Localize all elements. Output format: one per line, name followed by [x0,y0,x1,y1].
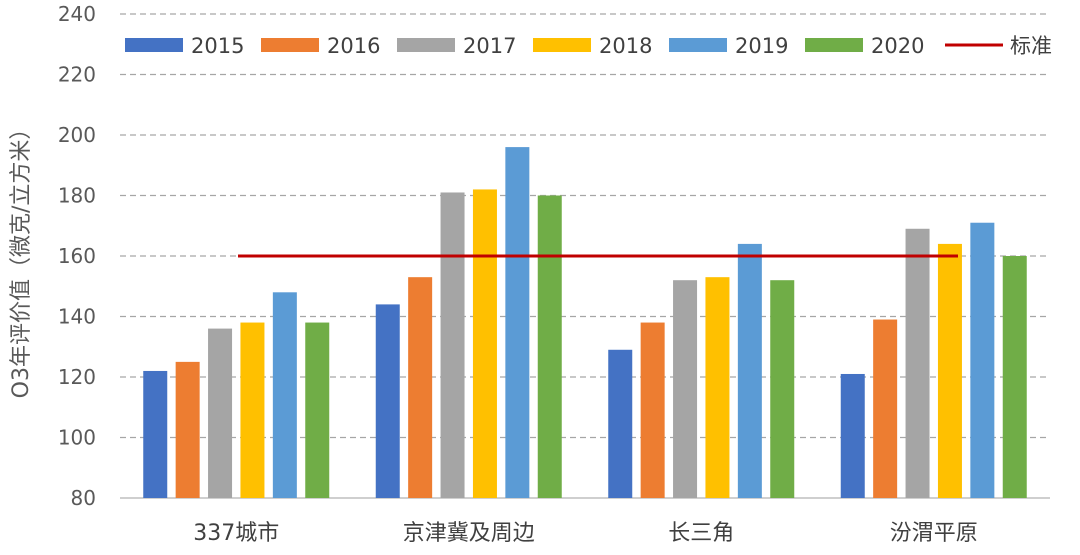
bar-2019-0 [272,292,297,498]
bar-2020-0 [305,322,330,498]
y-tick-label: 160 [58,244,96,268]
legend-label: 2019 [735,34,788,58]
legend-swatch [669,38,727,52]
y-tick-label: 180 [58,184,96,208]
y-tick-label: 220 [58,63,96,87]
x-axis-categories: 337城市 京津冀及周边 长三角 汾渭平原 [193,521,978,546]
legend-label: 2017 [463,34,516,58]
legend-swatch [805,38,863,52]
bar-2015-3 [840,373,865,498]
bar-2018-1 [472,189,497,498]
bar-2017-1 [440,192,465,498]
x-category-label: 长三角 [668,521,734,546]
y-tick-label: 240 [58,2,96,26]
legend-swatch [533,38,591,52]
bar-2016-3 [873,319,898,498]
y-tick-label: 120 [58,365,96,389]
bar-2016-2 [640,322,665,498]
bar-2016-0 [175,361,200,498]
bar-2019-2 [737,243,762,498]
y-tick-label: 80 [71,486,96,510]
y-tick-label: 140 [58,305,96,329]
y-tick-label: 100 [58,426,96,450]
bars [143,147,1027,498]
bar-2020-3 [1002,256,1027,498]
bar-2017-2 [673,280,698,498]
x-category-label: 京津冀及周边 [403,521,535,546]
bar-2018-3 [937,243,962,498]
legend-label-reference: 标准 [1010,34,1052,58]
y-axis-ticks: 80 100 120 140 160 180 200 220 240 [58,2,96,510]
legend: 2015 2016 2017 2018 2019 2020 标准 [125,34,1052,58]
x-category-label: 汾渭平原 [890,521,978,546]
legend-swatch [261,38,319,52]
bar-2015-1 [375,304,400,498]
x-category-label: 337城市 [193,521,279,546]
bar-2018-2 [705,277,730,498]
bar-2019-3 [970,222,995,498]
bar-2020-1 [537,195,562,498]
legend-label: 2016 [327,34,380,58]
legend-swatch [397,38,455,52]
bar-2015-2 [608,349,633,498]
y-tick-label: 200 [58,123,96,147]
bar-2020-2 [770,280,795,498]
bar-2017-0 [208,328,233,498]
y-axis-label: O3年评价值（微克/立方米） [9,118,34,399]
legend-label: 2018 [599,34,652,58]
bar-2018-0 [240,322,265,498]
legend-label: 2020 [871,34,924,58]
bar-2019-1 [505,147,530,498]
bar-2015-0 [143,370,168,498]
legend-swatch [125,38,183,52]
legend-label: 2015 [191,34,244,58]
bar-2016-1 [408,277,433,498]
bar-2017-3 [905,228,930,498]
